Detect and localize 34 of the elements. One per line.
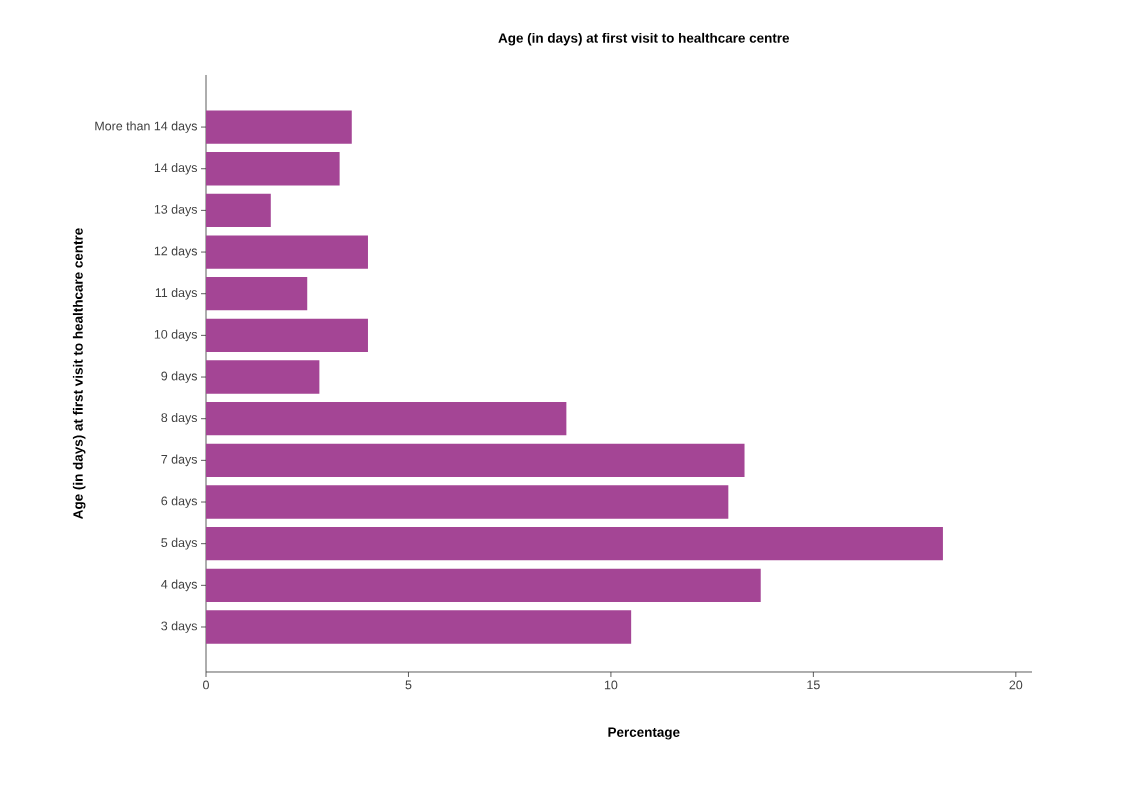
y-tick-label: 5 days [161,537,198,550]
y-tick-label: 7 days [161,454,198,467]
bar [206,527,943,561]
y-tick-label: 4 days [161,579,198,592]
bar [206,277,308,311]
x-tick-label: 20 [1009,680,1023,690]
bar [206,110,352,144]
y-tick-label: 3 days [161,621,198,633]
bar [206,402,567,436]
y-tick-label: 11 days [155,287,198,300]
bar [206,235,368,269]
bar [206,443,745,478]
chart-title: Age (in days) at first visit to healthcare centre [498,32,790,46]
x-tick-label: 0 [203,680,209,690]
y-tick-label: More than 14 days [95,121,198,133]
y-tick-label: 10 days [154,329,198,342]
y-tick-label: 12 days [154,246,198,258]
x-tick-label: 10 [604,680,618,690]
x-tick-label: 5 [405,680,412,690]
bar [206,568,761,602]
x-tick-label: 15 [807,680,820,690]
y-tick-label: 13 days [154,204,198,217]
y-tick-label: 8 days [161,412,198,425]
y-axis-title: Age (in days) at first visit to healthcare centre [72,228,86,519]
bar [206,360,320,394]
y-tick-label: 9 days [161,371,198,383]
y-tick-label: 6 days [161,496,198,508]
bar [206,152,340,186]
bar [206,318,368,353]
bar [206,193,271,228]
x-axis-title: Percentage [608,727,680,740]
bar [206,485,729,519]
y-tick-label: 14 days [154,162,198,175]
bar [206,610,632,644]
